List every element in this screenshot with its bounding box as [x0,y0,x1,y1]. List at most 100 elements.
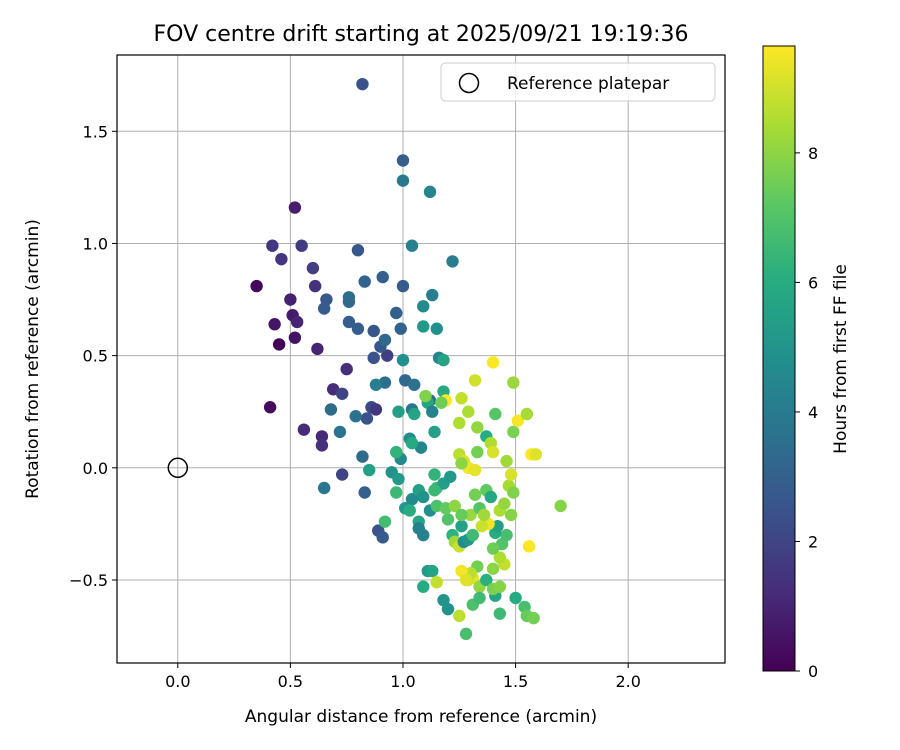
data-point [475,519,488,533]
data-point [484,490,498,504]
data-point [403,504,416,517]
data-point [342,315,356,329]
reference-marker [167,457,189,479]
legend-reference-marker [458,72,480,94]
data-point [504,468,518,481]
data-point [250,279,263,293]
data-point [396,154,410,167]
data-point [369,403,383,416]
x-axis-ticks: 0.0 0.5 1.0 1.5 2.0 [165,663,641,691]
data-point [486,562,500,575]
plot-area [117,55,725,663]
data-point [311,342,324,356]
data-point [297,423,311,436]
data-point [480,573,493,587]
legend: Reference platepar [440,62,716,102]
data-point [455,519,468,533]
data-point [430,576,443,589]
data-point [324,403,338,416]
data-point [342,291,356,304]
data-point [360,412,374,425]
colorbar-ticks: 0 2 4 6 8 [795,144,818,681]
data-point [468,488,482,501]
data-point [390,306,403,320]
data-point [340,362,353,376]
data-point [417,490,430,504]
data-point [453,609,466,623]
data-point [509,591,522,605]
plot-frame [116,54,726,664]
data-point [507,425,520,439]
data-point [308,279,322,293]
data-point [351,322,365,335]
data-point [417,580,430,593]
y-tick-label: 0.0 [83,459,108,478]
data-point [459,627,473,641]
data-point [349,410,362,423]
data-point [507,376,520,389]
data-point [351,243,365,257]
x-tick-label: 1.0 [390,672,415,691]
data-point [417,528,430,542]
data-point [295,239,308,252]
reference-platepar-point [167,457,189,479]
data-point [446,255,459,268]
data-point [381,349,394,362]
colorbar-gradient [762,45,796,672]
data-point [290,315,304,329]
data-point [428,468,441,481]
data-point [396,353,410,367]
data-point [471,445,484,459]
x-tick-label: 0.5 [278,672,303,691]
data-point [527,611,540,625]
data-point [426,405,439,418]
data-point [268,318,281,331]
data-point [315,430,329,443]
data-point [419,389,432,403]
data-point [263,401,277,414]
colorbar-tick-label: 2 [808,532,818,551]
data-point [288,331,302,344]
data-point [376,270,389,284]
data-point [426,564,439,578]
data-point [448,499,461,513]
colorbar-label: Hours from first FF file [831,264,851,454]
data-point [477,508,491,522]
colorbar-tick-label: 0 [808,662,818,681]
data-point [363,463,376,477]
data-point [500,528,513,542]
data-point [333,425,347,439]
data-point [489,407,502,421]
data-point [504,508,518,522]
data-point [306,261,320,275]
data-point [356,77,369,91]
data-point [335,468,349,481]
data-point [441,513,455,526]
data-point [378,333,392,347]
data-point [522,540,536,553]
data-point [459,573,473,587]
data-point [423,185,437,199]
y-tick-label: −0.5 [69,571,108,590]
x-tick-label: 2.0 [615,672,640,691]
data-point [453,416,466,430]
data-point [462,405,475,418]
data-point [356,450,369,463]
data-point [441,602,455,616]
y-tick-label: 0.5 [83,347,108,366]
data-point [266,239,279,252]
data-point [430,322,443,335]
data-point [396,279,410,293]
data-point [426,288,439,302]
data-point [275,252,288,266]
data-point [520,407,534,421]
y-axis-ticks: −0.5 0.0 0.5 1.0 1.5 [69,122,117,590]
data-point [511,414,525,427]
legend-box [440,62,716,102]
data-point [405,239,419,252]
data-point [315,439,329,452]
data-point [464,508,477,522]
data-point [493,580,507,593]
data-point [468,463,482,477]
data-point [369,378,383,392]
